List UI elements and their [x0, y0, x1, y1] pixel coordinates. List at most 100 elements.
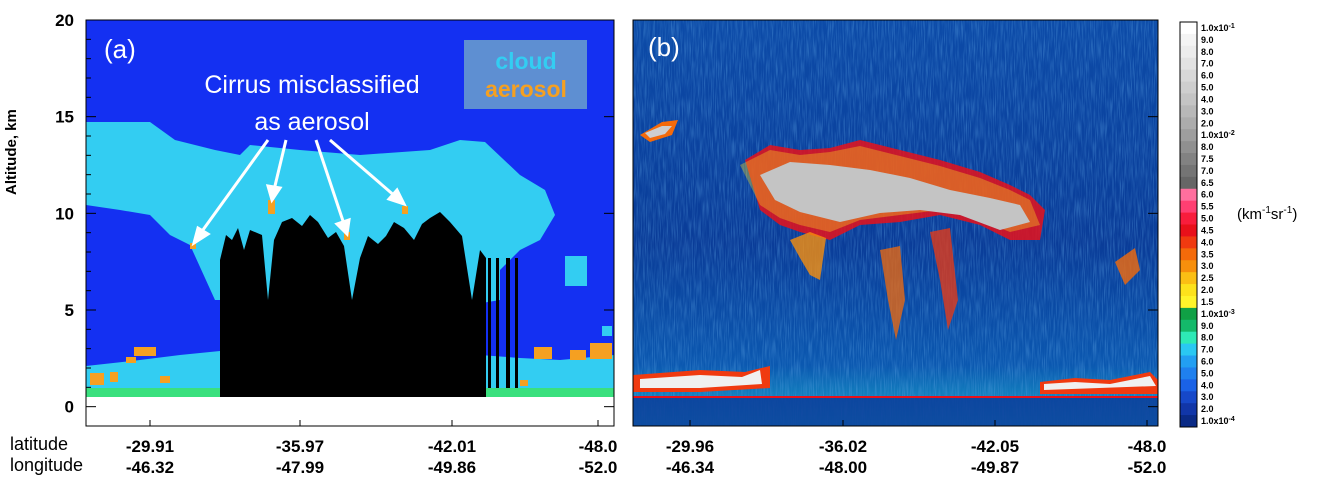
- colorbar-swatch-8: [1180, 117, 1197, 130]
- colorbar-swatch-6: [1180, 93, 1197, 106]
- surface-return-right-core: [1044, 376, 1156, 390]
- colorbar-label-0: 1.0x10-1: [1201, 22, 1235, 33]
- panel-b-x-ticks: -29.96 -46.34 -36.02 -48.00 -42.05 -49.87 -48.…: [666, 420, 1166, 477]
- colorbar-swatch-24: [1180, 307, 1197, 321]
- a-latitude-label-0: -29.91: [126, 437, 174, 456]
- b-longitude-label-3: -52.0: [1128, 458, 1167, 477]
- colorbar-label-exp-9: -2: [1229, 130, 1235, 137]
- colorbar-label-22: 2.0: [1201, 285, 1214, 295]
- b-longitude-label-2: -49.87: [971, 458, 1019, 477]
- colorbar-swatch-9: [1180, 129, 1197, 142]
- y-tick-label-1: 5: [65, 301, 74, 320]
- cloud-core-gray: [760, 162, 1030, 230]
- colorbar-label-24: 1.0x10-3: [1201, 308, 1235, 319]
- colorbar-swatch-3: [1180, 57, 1197, 71]
- colorbar-swatch-23: [1180, 295, 1197, 309]
- colorbar-label-exp-0: -1: [1229, 22, 1235, 29]
- aerosol-patch-10: [534, 347, 552, 359]
- aerosol-patch-8: [110, 372, 118, 382]
- colorbar: 1.0x10-19.08.07.06.05.04.03.02.01.0x10-2…: [1179, 21, 1235, 428]
- b-latitude-label-2: -42.05: [971, 437, 1019, 456]
- b-latitude-label-3: -48.0: [1128, 437, 1167, 456]
- panel-b-noise: [633, 20, 1158, 426]
- a-longitude-label-1: -47.99: [276, 458, 324, 477]
- colorbar-label-6: 4.0: [1201, 94, 1214, 104]
- virga-2: [880, 246, 905, 340]
- colorbar-swatch-1: [1180, 33, 1197, 47]
- cloud-patch-edge: [602, 326, 612, 336]
- units-base: (km: [1237, 206, 1262, 223]
- colorbar-label-25: 9.0: [1201, 321, 1214, 331]
- colorbar-label-5: 5.0: [1201, 83, 1214, 93]
- legend-aerosol-label: aerosol: [485, 76, 567, 102]
- a-latitude-label-1: -35.97: [276, 437, 324, 456]
- colorbar-label-7: 3.0: [1201, 106, 1214, 116]
- colorbar-label-18: 4.0: [1201, 237, 1214, 247]
- colorbar-label-10: 8.0: [1201, 142, 1214, 152]
- colorbar-swatch-20: [1180, 260, 1197, 273]
- colorbar-swatch-13: [1180, 176, 1197, 190]
- surface-spike-4: [515, 258, 518, 388]
- colorbar-swatch-11: [1180, 153, 1197, 166]
- colorbar-swatch-32: [1180, 403, 1197, 416]
- virga-1: [790, 232, 826, 280]
- colorbar-swatch-22: [1180, 284, 1197, 297]
- annotation-arrow-1: [198, 139, 270, 235]
- a-longitude-label-2: -49.86: [428, 458, 476, 477]
- colorbar-label-26: 8.0: [1201, 333, 1214, 343]
- aerosol-patch-4: [402, 206, 408, 214]
- y-tick-label-0: 0: [65, 398, 74, 417]
- colorbar-label-3: 7.0: [1201, 59, 1214, 69]
- panel-a-frame: [85, 19, 615, 427]
- aerosol-patch-12: [590, 343, 612, 359]
- a-latitude-label-2: -42.01: [428, 437, 476, 456]
- colorbar-label-30: 4.0: [1201, 380, 1214, 390]
- surface-spike-3: [506, 258, 510, 388]
- colorbar-swatch-14: [1180, 188, 1197, 202]
- y-tick-label-2: 10: [55, 204, 74, 223]
- colorbar-swatch-16: [1180, 212, 1197, 225]
- colorbar-swatch-17: [1180, 224, 1197, 237]
- annotation-arrowhead-3: [334, 217, 351, 238]
- annotation-arrow-3: [314, 139, 346, 225]
- panel-a-label: (a): [104, 34, 136, 64]
- legend-box: [464, 40, 587, 109]
- colorbar-swatch-33: [1180, 415, 1197, 428]
- colorbar-label-19: 3.5: [1201, 249, 1214, 259]
- colorbar-swatch-29: [1180, 367, 1197, 380]
- colorbar-label-27: 7.0: [1201, 345, 1214, 355]
- y-tick-label-4: 20: [55, 11, 74, 30]
- surface-return-left-core: [640, 370, 762, 388]
- panel-b-frame: [632, 19, 1159, 427]
- a-latitude-label-3: -48.0: [579, 437, 618, 456]
- colorbar-label-29: 5.0: [1201, 368, 1214, 378]
- colorbar-label-2: 8.0: [1201, 47, 1214, 57]
- colorbar-swatch-7: [1180, 105, 1197, 118]
- cirrus-core-left: [645, 126, 672, 138]
- virga-3: [930, 228, 958, 330]
- colorbar-label-20: 3.0: [1201, 261, 1214, 271]
- a-longitude-label-3: -52.0: [579, 458, 618, 477]
- cloud-patch-right-b: [1115, 248, 1140, 285]
- b-latitude-label-1: -36.02: [819, 437, 867, 456]
- annotation: Cirrus misclassified as aerosol: [191, 71, 420, 247]
- aerosol-patch-13: [520, 380, 528, 386]
- a-longitude-label-0: -46.32: [126, 458, 174, 477]
- panel-a-x-ticks: -29.91 -46.32 -35.97 -47.99 -42.01 -49.86 -48.…: [126, 420, 617, 477]
- colorbar-label-33: 1.0x10-4: [1201, 416, 1235, 427]
- cloud-patch-right: [565, 256, 587, 286]
- units-exp-1: -1: [1262, 205, 1271, 216]
- colorbar-swatch-15: [1180, 200, 1197, 214]
- annotation-arrowhead-2: [265, 184, 283, 204]
- colorbar-swatch-2: [1180, 45, 1197, 59]
- aerosol-patch-9: [160, 376, 170, 383]
- below-surface: [633, 397, 1158, 426]
- colorbar-label-15: 5.5: [1201, 202, 1214, 212]
- aerosol-patch-6: [126, 357, 136, 363]
- aerosol-patch-11: [570, 350, 586, 360]
- aerosol-patch-5: [134, 347, 156, 356]
- surface-region: [220, 212, 486, 397]
- colorbar-swatch-5: [1180, 81, 1197, 94]
- colorbar-label-23: 1.5: [1201, 297, 1214, 307]
